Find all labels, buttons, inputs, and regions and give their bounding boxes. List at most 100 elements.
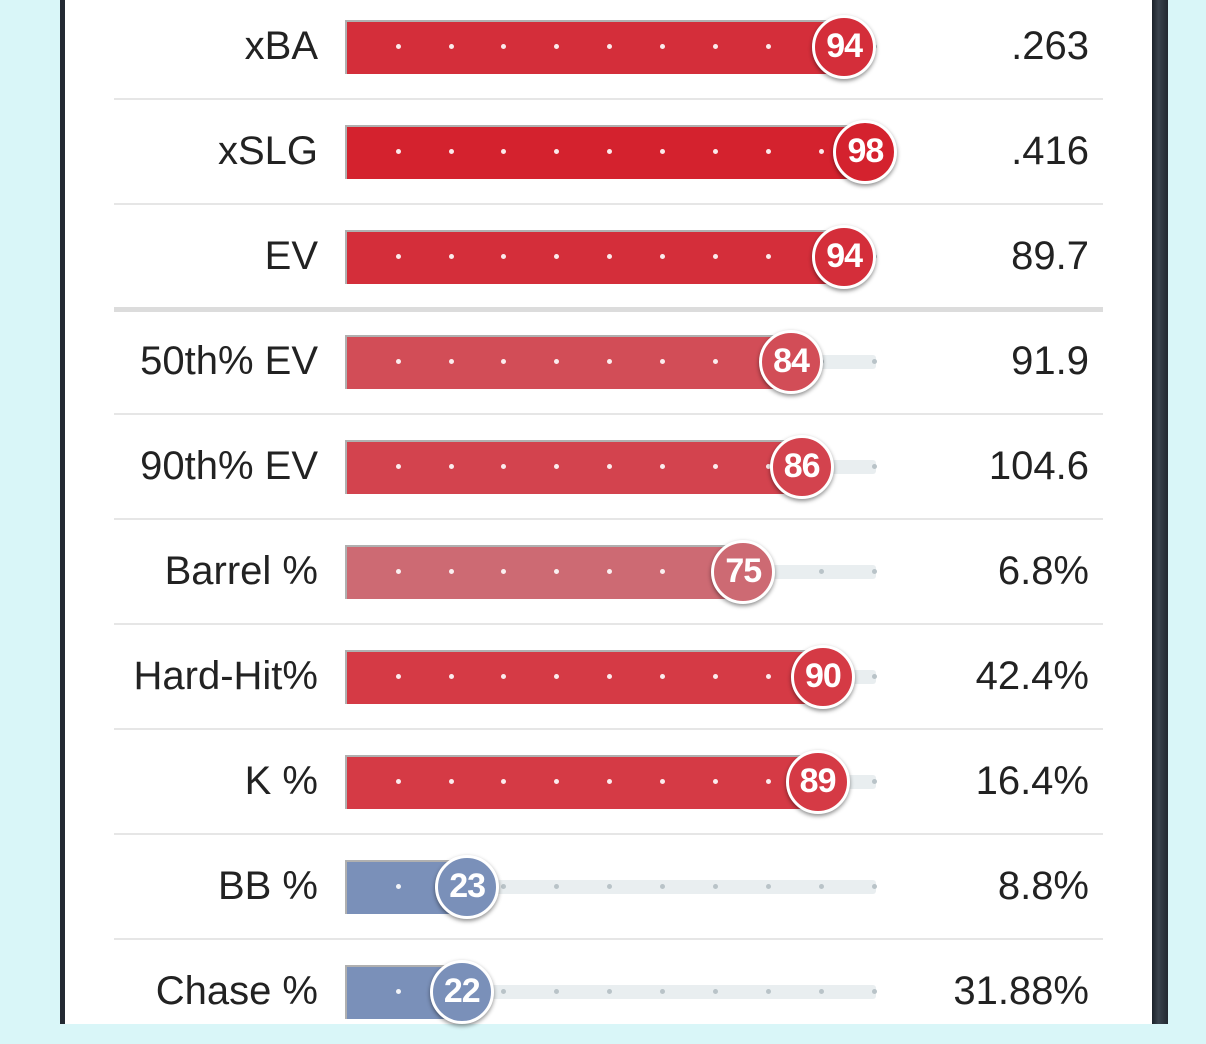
row-divider [114,938,1103,940]
percentile-bar [345,334,792,389]
bar-tick-dot [765,779,771,784]
bar-tick-dot [448,464,454,469]
bar-tick-dot [712,149,718,154]
percentile-bubble: 75 [711,539,776,604]
stat-label: EV [264,234,318,278]
bar-tick-dot [659,464,665,469]
bar-tick-dot [553,149,559,154]
stat-value: 91.9 [1011,339,1089,383]
bar-tick-dot [448,359,454,364]
bar-tick-dot [712,779,718,784]
stat-row: 98 xSLG .416 [65,99,1152,204]
stat-row: 90 Hard-Hit% 42.4% [65,624,1152,729]
bar-tick-dot [500,254,506,259]
percentile-bar [345,19,845,74]
percentile-bubble: 98 [833,119,898,184]
stat-label: BB % [217,864,318,908]
bar-tick-dot [765,149,771,154]
device-frame-right [1152,0,1168,1024]
bar-tick-dot [712,464,718,469]
row-divider [114,203,1103,205]
stat-value: 6.8% [997,549,1089,593]
bar-tick-dot [500,359,506,364]
percentile-chart: 94 xBA .263 98 xSLG .416 94 EV 89.7 84 50th% EV 91.… [65,0,1152,1024]
stat-row: 89 K % 16.4% [65,729,1152,834]
percentile-bar [345,754,818,809]
percentile-bar [345,229,845,284]
stat-label: xSLG [217,129,318,173]
row-divider [114,413,1103,415]
row-divider [114,623,1103,625]
bar-tick-dot [500,464,506,469]
bar-tick-dot [606,44,612,49]
bar-tick-dot [818,989,824,994]
bar-tick-dot [659,884,665,889]
bar-tick-dot [606,359,612,364]
percentile-bubble: 89 [785,749,850,814]
bar-tick-dot [659,779,665,784]
percentile-bubble: 84 [759,329,824,394]
percentile-bar [345,649,823,704]
bar-tick-dot [553,674,559,679]
stat-row: 22 Chase % 31.88% [65,939,1152,1044]
bar-tick-dot [765,674,771,679]
bar-tick-dot [765,884,771,889]
bar-tick-dot [606,149,612,154]
bar-tick-dot [712,44,718,49]
percentile-bar [345,439,802,494]
row-divider [114,518,1103,520]
bar-tick-dot [765,254,771,259]
bar-tick-dot [500,149,506,154]
bar-tick-dot [395,254,401,259]
stat-label: xBA [244,24,318,68]
bar-tick-dot [712,254,718,259]
bar-tick-dot [448,779,454,784]
stat-label: Chase % [155,969,318,1013]
bar-tick-dot [553,884,559,889]
bar-tick-dot [606,254,612,259]
stat-label: Barrel % [164,549,318,593]
bar-tick-dot [395,44,401,49]
stat-label: 50th% EV [140,339,318,383]
bar-tick-dot [712,884,718,889]
bar-tick-dot [712,989,718,994]
bar-tick-dot [500,569,506,574]
stat-value: 31.88% [953,969,1089,1013]
bar-tick-dot [395,779,401,784]
percentile-bubble: 86 [769,434,834,499]
bar-tick-dot [395,359,401,364]
stat-label: K % [244,759,318,803]
bar-tick-dot [606,569,612,574]
device-frame-left [60,0,65,1024]
bar-tick-dot [659,989,665,994]
percentile-bubble: 94 [812,14,877,79]
bar-tick-dot [871,359,877,364]
stat-value: 89.7 [1011,234,1089,278]
stat-value: 8.8% [997,864,1089,908]
bar-tick-dot [871,989,877,994]
bar-tick-dot [553,44,559,49]
stat-row: 94 xBA .263 [65,0,1152,99]
bar-tick-dot [500,989,506,994]
stat-value: .263 [1011,24,1089,68]
bar-tick-dot [553,569,559,574]
percentile-bar [345,544,744,599]
bar-tick-dot [500,44,506,49]
bar-tick-dot [871,569,877,574]
bar-tick-dot [765,44,771,49]
bar-tick-dot [659,359,665,364]
bar-tick-dot [448,674,454,679]
bar-tick-dot [606,884,612,889]
row-divider [114,833,1103,835]
bar-tick-dot [606,464,612,469]
bar-tick-dot [553,359,559,364]
bar-tick-dot [553,254,559,259]
percentile-rankings-card: 94 xBA .263 98 xSLG .416 94 EV 89.7 84 50th% EV 91.… [65,0,1152,1024]
bar-tick-dot [659,569,665,574]
row-divider [114,307,1103,312]
bar-tick-dot [659,674,665,679]
bar-tick-dot [448,149,454,154]
percentile-bubble: 23 [435,854,500,919]
percentile-bar [345,124,866,179]
row-divider [114,728,1103,730]
